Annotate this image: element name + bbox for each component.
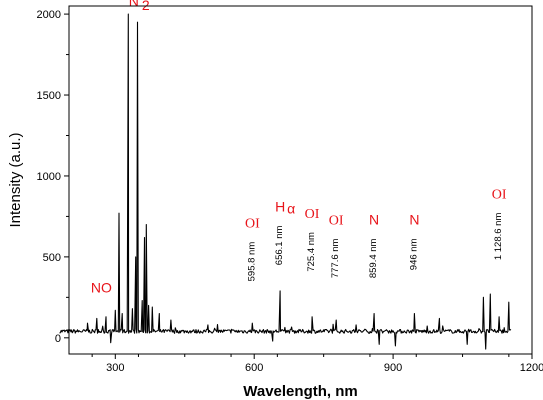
- wavelength-label: 859.4 nm: [368, 238, 379, 278]
- wavelength-label: 777.6 nm: [330, 238, 341, 278]
- species-label: OI: [329, 214, 344, 229]
- peak-annotation: NO: [91, 279, 112, 295]
- peak-annotation: N 946 nm: [408, 212, 419, 271]
- y-tick-label: 0: [55, 333, 61, 345]
- y-axis-label: Intensity (a.u.): [7, 132, 24, 227]
- wavelength-label: 946 nm: [408, 238, 419, 270]
- x-tick-label: 900: [384, 362, 402, 374]
- plot-frame: [68, 5, 533, 355]
- peak-annotation: OI 725.4 nm: [305, 207, 320, 272]
- wavelength-label: 1 128.6 nm: [493, 213, 504, 261]
- y-tick-label: 2000: [37, 9, 61, 21]
- axis-tick-labels: 300 600 900 1200 0 500 1000 1500 2000: [37, 9, 543, 374]
- species-label: N: [409, 212, 419, 228]
- x-tick-label: 600: [245, 362, 263, 374]
- x-axis-label: Wavelength, nm: [243, 383, 357, 400]
- x-tick-label: 1200: [520, 362, 543, 374]
- spectrum-series: [59, 13, 512, 350]
- x-tick-label: 300: [106, 362, 124, 374]
- species-label: H: [275, 199, 285, 215]
- peak-annotation: N 859.4 nm: [368, 212, 379, 279]
- wavelength-label: 656.1 nm: [274, 225, 285, 265]
- species-subscript: α: [287, 201, 295, 217]
- species-label: N: [129, 0, 139, 9]
- spectrum-line: [59, 13, 512, 350]
- peak-annotation: OI 1 128.6 nm: [492, 188, 507, 261]
- species-label: OI: [245, 217, 260, 232]
- species-label: OI: [305, 207, 320, 222]
- species-label: OI: [492, 188, 507, 203]
- wavelength-label: 595.8 nm: [246, 242, 257, 282]
- axis-ticks: [64, 13, 533, 359]
- species-label: N: [369, 212, 379, 228]
- peak-annotation: OI 777.6 nm: [329, 214, 344, 279]
- species-label: NO: [91, 279, 112, 295]
- wavelength-label: 725.4 nm: [306, 232, 317, 272]
- peak-annotation: OI 595.8 nm: [245, 217, 260, 282]
- y-tick-label: 1000: [37, 171, 61, 183]
- y-tick-label: 1500: [37, 90, 61, 102]
- y-tick-label: 500: [43, 252, 61, 264]
